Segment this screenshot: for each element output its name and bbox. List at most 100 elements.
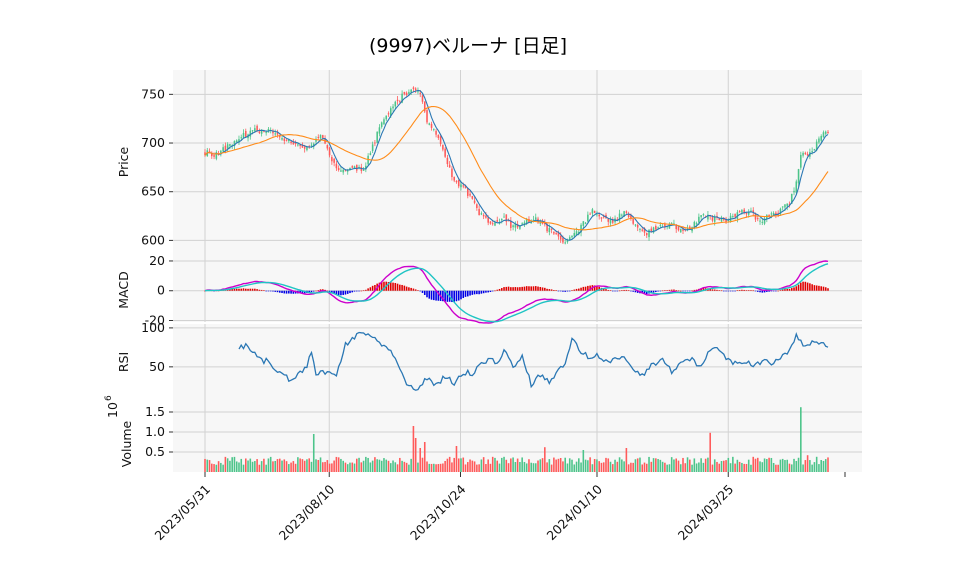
macd-histogram-bar xyxy=(679,290,682,292)
volume-bar xyxy=(480,459,483,472)
macd-histogram-bar xyxy=(550,289,553,291)
macd-histogram-bar xyxy=(462,290,465,299)
macd-histogram-bar xyxy=(394,282,397,291)
date-tick-label-3: 2024/01/10 xyxy=(544,481,606,543)
volume-bar xyxy=(747,459,750,472)
macd-histogram-bar xyxy=(408,287,410,291)
volume-bar xyxy=(809,460,811,472)
volume-bar xyxy=(421,457,424,472)
volume-bar xyxy=(614,459,616,472)
candle-body xyxy=(473,200,476,203)
macd-histogram-bar xyxy=(355,290,358,292)
candle-body xyxy=(249,130,252,137)
volume-bar xyxy=(734,463,736,472)
volume-bar xyxy=(355,458,358,472)
macd-histogram-bar xyxy=(750,290,752,291)
candle-body xyxy=(258,131,261,134)
macd-histogram-bar xyxy=(815,285,818,291)
macd-histogram-bar xyxy=(419,290,422,292)
macd-histogram-bar xyxy=(426,290,428,298)
macd-histogram-bar xyxy=(820,286,822,291)
macd-histogram-bar xyxy=(611,290,614,292)
macd-histogram-bar xyxy=(412,288,415,291)
volume-bar xyxy=(772,462,775,472)
macd-histogram-bar xyxy=(702,288,705,291)
macd-histogram-bar xyxy=(260,289,263,291)
volume-bar xyxy=(664,462,666,472)
candle-body xyxy=(587,214,589,222)
volume-bar xyxy=(781,458,784,472)
candle-body xyxy=(659,224,662,226)
volume-bar xyxy=(292,461,295,472)
macd-histogram-bar xyxy=(489,290,492,292)
candle-body xyxy=(793,190,795,193)
candle-body xyxy=(256,125,258,131)
volume-bar xyxy=(365,456,367,472)
volume-bar xyxy=(281,460,283,472)
macd-histogram-bar xyxy=(788,288,791,291)
candle-body xyxy=(220,150,222,154)
volume-bar xyxy=(528,459,530,472)
volume-bar xyxy=(473,461,476,472)
candle-body xyxy=(485,215,487,218)
candle-body xyxy=(670,223,673,225)
candle-body xyxy=(718,218,721,221)
macd-histogram-bar xyxy=(471,290,474,295)
macd-histogram-bar xyxy=(720,290,723,292)
candle-body xyxy=(423,101,426,112)
volume-bar xyxy=(498,463,501,472)
macd-histogram-bar xyxy=(242,288,245,291)
candle-body xyxy=(580,224,582,233)
volume-bar xyxy=(455,446,458,472)
candle-body xyxy=(707,214,709,220)
candle-body xyxy=(754,213,757,220)
macd-histogram-bar xyxy=(235,288,238,291)
candle-body xyxy=(301,144,304,148)
volume-bar xyxy=(371,460,374,472)
volume-bar xyxy=(308,458,311,472)
candle-body xyxy=(713,216,716,222)
candle-body xyxy=(380,122,383,127)
volume-bar xyxy=(276,459,279,472)
candle-body xyxy=(770,213,773,215)
macd-histogram-bar xyxy=(673,289,675,291)
candle-body xyxy=(534,217,537,220)
date-tick-label-4: 2024/03/25 xyxy=(675,482,737,544)
candle-body xyxy=(460,184,462,188)
macd-histogram-bar xyxy=(659,290,662,292)
macd-histogram-bar xyxy=(729,290,732,292)
volume-bar xyxy=(383,458,385,472)
candle-body xyxy=(512,225,514,228)
candle-body xyxy=(632,219,634,224)
volume-bar xyxy=(523,461,526,472)
macd-histogram-bar xyxy=(781,289,784,291)
candle-body xyxy=(299,144,301,146)
macd-ytick-label-0: -20 xyxy=(145,313,165,328)
macd-histogram-bar xyxy=(317,290,320,291)
candle-body xyxy=(376,131,378,143)
candle-body xyxy=(285,140,288,142)
macd-histogram-bar xyxy=(544,287,546,291)
candle-body xyxy=(367,155,369,165)
macd-histogram-bar xyxy=(399,284,401,291)
ma-short-line xyxy=(204,89,829,241)
volume-bar xyxy=(562,461,564,472)
volume-bar xyxy=(537,460,539,472)
volume-bar xyxy=(213,464,215,472)
volume-exponent-base: 10 xyxy=(105,402,120,418)
macd-histogram-bar xyxy=(505,286,508,291)
candle-body xyxy=(428,123,431,125)
volume-bar xyxy=(310,461,313,472)
volume-bar xyxy=(448,456,451,472)
candle-body xyxy=(600,217,603,219)
volume-bar xyxy=(657,458,659,472)
volume-bar xyxy=(557,458,560,472)
volume-bar xyxy=(322,462,324,472)
volume-bar xyxy=(596,459,598,472)
volume-bar xyxy=(732,456,734,472)
volume-bar xyxy=(491,456,494,472)
volume-bar xyxy=(679,464,682,472)
volume-bar xyxy=(589,457,591,472)
volume-bar xyxy=(650,461,653,472)
volume-bar xyxy=(512,457,514,472)
